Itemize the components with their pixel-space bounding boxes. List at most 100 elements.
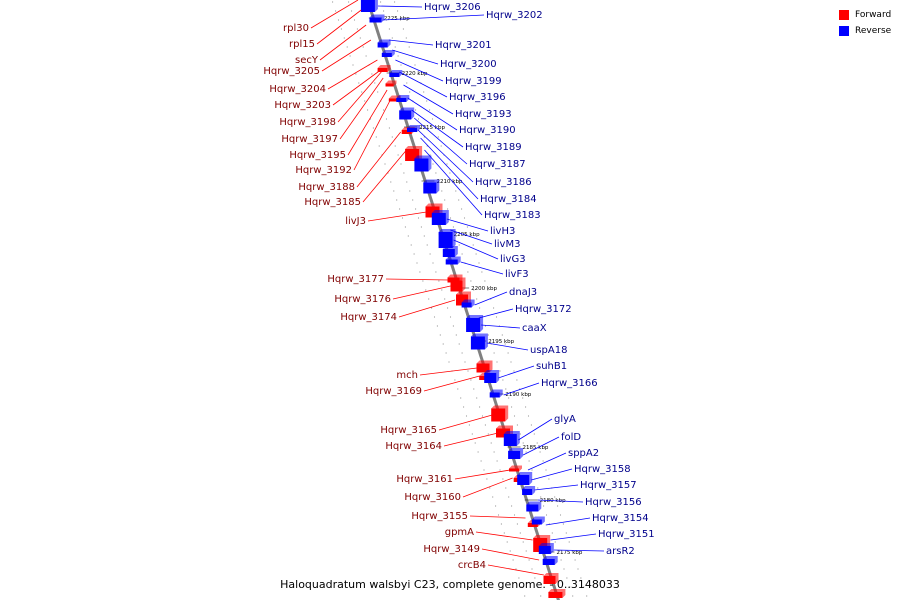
track-dot: [522, 442, 524, 444]
gene-block-edge: [548, 589, 566, 598]
reverse-gene-label-hqrw-3196: Hqrw_3196: [449, 92, 506, 103]
track-dot: [346, 46, 348, 48]
track-dot: [503, 532, 505, 534]
track-dot: [415, 208, 417, 210]
forward-gene-block: [491, 405, 509, 422]
forward-gene-label-secy: secY: [295, 55, 319, 66]
forward-gene-leader: [310, 0, 359, 29]
track-dot: [355, 73, 357, 75]
track-dot: [574, 559, 576, 561]
reverse-swatch: [839, 26, 849, 36]
forward-gene-leader: [438, 414, 493, 431]
forward-swatch: [839, 10, 849, 20]
track-dot: [417, 73, 419, 75]
forward-gene-label-livj3: livJ3: [345, 216, 366, 227]
reverse-gene-leader: [382, 14, 485, 21]
reverse-gene-leader: [403, 84, 454, 115]
track-dot: [442, 343, 444, 345]
reverse-gene-block: [542, 556, 558, 565]
track-dot: [487, 433, 489, 435]
track-dot: [413, 253, 415, 255]
track-dot: [406, 181, 408, 183]
track-dot: [371, 73, 373, 75]
track-dot: [493, 352, 495, 354]
track-dot: [431, 118, 434, 120]
track-dot: [559, 514, 562, 516]
track-dot: [500, 523, 502, 525]
forward-gene-leader: [339, 77, 384, 140]
reverse-gene-label-hqrw-3199: Hqrw_3199: [445, 76, 502, 87]
reverse-gene-leader: [450, 229, 493, 245]
reverse-gene-label-livf3: livF3: [505, 269, 529, 280]
track-dot: [557, 550, 559, 552]
reverse-gene-leader: [474, 291, 508, 306]
track-dot: [533, 433, 535, 435]
track-dot: [562, 523, 565, 525]
track-dot: [480, 460, 482, 462]
track-dot: [516, 424, 519, 426]
reverse-gene-block: [377, 39, 391, 48]
track-dot: [423, 91, 425, 93]
track-dot: [565, 532, 567, 534]
reverse-gene-block: [360, 0, 378, 12]
reverse-gene-block: [522, 486, 536, 495]
track-dot: [356, 28, 358, 30]
track-dot: [444, 199, 446, 201]
track-dot: [362, 46, 364, 48]
track-dot: [489, 487, 491, 489]
reverse-gene-label-caax: caaX: [522, 323, 547, 334]
reverse-gene-label-hqrw-3154: Hqrw_3154: [592, 513, 649, 524]
track-dot: [506, 541, 508, 543]
track-dot: [495, 505, 497, 507]
reverse-gene-leader: [486, 342, 529, 351]
track-dot: [401, 217, 404, 219]
track-dot: [484, 424, 486, 426]
forward-gene-label-hqrw-3205: Hqrw_3205: [263, 66, 320, 77]
reverse-gene-block: [423, 179, 440, 194]
reverse-gene-leader: [531, 468, 573, 481]
reverse-gene-block: [517, 472, 533, 485]
forward-gene-leader: [419, 367, 478, 376]
forward-gene-label-rpl15: rpl15: [289, 39, 315, 50]
reverse-gene-label-uspa18: uspA18: [530, 345, 567, 356]
track-dot: [420, 226, 422, 228]
forward-gene-leader: [469, 515, 526, 519]
track-dot: [507, 352, 509, 354]
track-dot: [490, 442, 492, 444]
track-dot: [515, 568, 517, 570]
track-dot: [426, 100, 428, 102]
track-dot: [416, 262, 418, 264]
track-dot: [391, 136, 393, 138]
reverse-gene-block: [396, 95, 410, 102]
reverse-gene-leader: [399, 71, 448, 98]
gene-block-body: [508, 451, 521, 459]
reverse-gene-leader: [503, 382, 540, 396]
reverse-gene-leader: [460, 261, 504, 275]
track-dot: [505, 388, 507, 390]
reverse-gene-label-hqrw-3156: Hqrw_3156: [585, 497, 642, 508]
track-dot: [447, 307, 449, 309]
track-dot: [465, 415, 468, 417]
reverse-gene-label-sppa2: sppA2: [568, 448, 599, 459]
forward-gene-label-hqrw-3195: Hqrw_3195: [289, 150, 346, 161]
track-dot: [402, 28, 404, 30]
track-dot: [435, 271, 437, 273]
gene-block-edge: [531, 516, 545, 525]
track-dot: [433, 316, 436, 318]
forward-gene-leader: [362, 149, 407, 203]
track-dot: [536, 442, 538, 444]
track-dot: [511, 406, 513, 408]
track-dot: [551, 532, 553, 534]
track-dot: [375, 136, 377, 138]
legend-forward: Forward: [839, 8, 891, 22]
forward-gene-leader: [347, 89, 388, 156]
legend-forward-label: Forward: [855, 10, 892, 20]
track-dot: [586, 595, 588, 597]
track-dot: [414, 64, 416, 66]
reverse-gene-label-hqrw-3183: Hqrw_3183: [484, 210, 541, 221]
track-dot: [461, 352, 463, 354]
track-dot: [394, 46, 396, 48]
reverse-gene-block: [442, 246, 458, 257]
track-dot: [397, 55, 399, 57]
